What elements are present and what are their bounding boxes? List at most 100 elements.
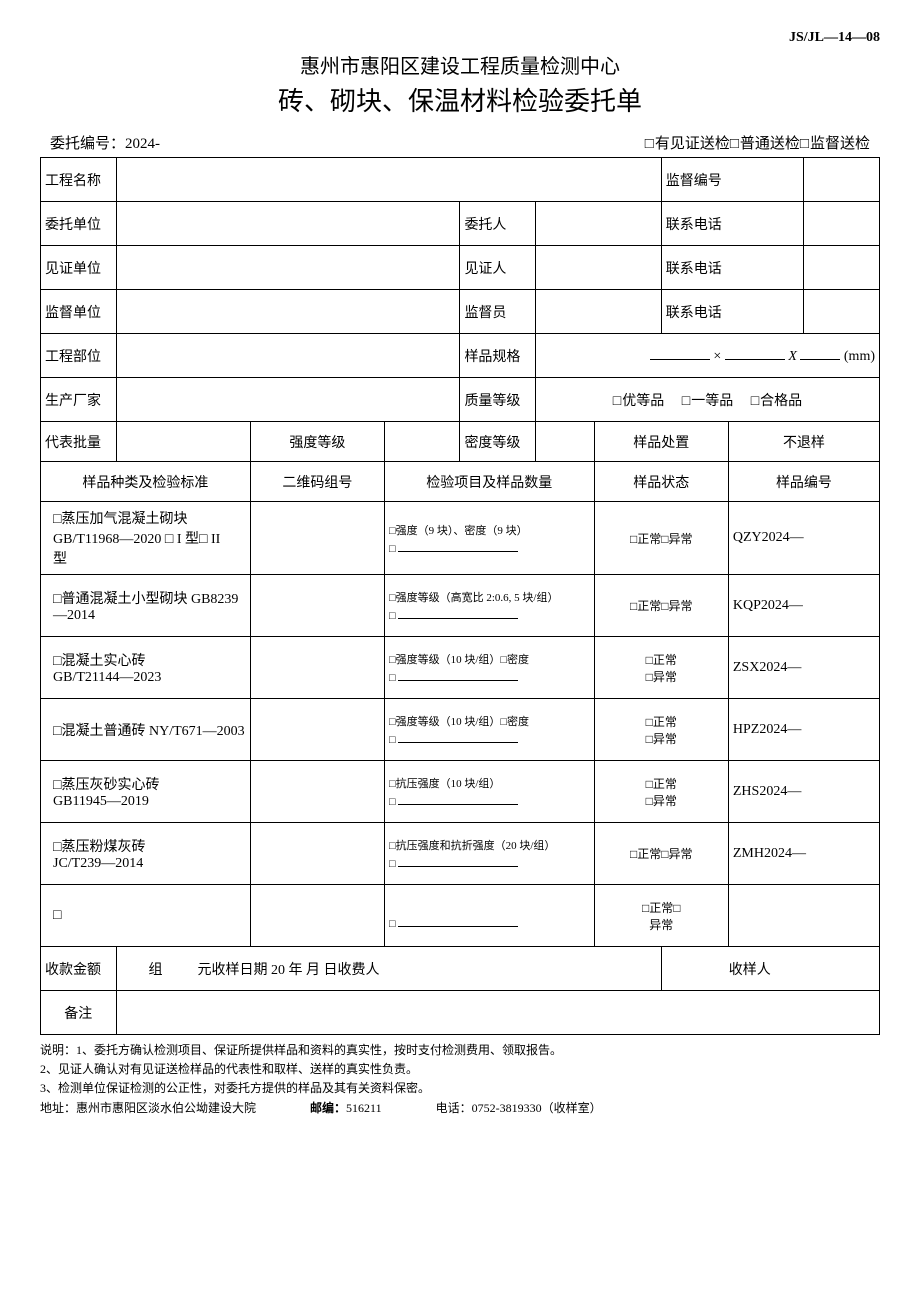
std-2[interactable]: □混凝土实心砖 GB/T21144—2023 xyxy=(41,637,251,699)
sample-row: □蒸压粉煤灰砖 JC/T239—2014 □抗压强度和抗折强度（20 块/组）□… xyxy=(41,823,880,885)
val-entrust-unit[interactable] xyxy=(116,202,460,246)
state-1[interactable]: □正常□异常 xyxy=(594,575,728,637)
std-3[interactable]: □混凝土普通砖 NY/T671—2003 xyxy=(41,699,251,761)
label-supervise-no: 监督编号 xyxy=(661,158,804,202)
no-empty[interactable] xyxy=(728,885,879,947)
header-title: 砖、砌块、保温材料检验委托单 xyxy=(40,81,880,118)
item-empty[interactable]: □ xyxy=(384,885,594,947)
qr-5[interactable] xyxy=(250,823,384,885)
val-sample-spec[interactable]: × X (mm) xyxy=(535,334,879,378)
std-empty[interactable]: □ xyxy=(41,885,251,947)
std-text-0: 蒸压加气混凝土砌块 GB/T11968—2020 □ I 型□ II 型 xyxy=(53,512,220,567)
item-4[interactable]: □抗压强度（10 块/组）□ xyxy=(384,761,594,823)
std-0[interactable]: □蒸压加气混凝土砌块 GB/T11968—2020 □ I 型□ II 型 xyxy=(41,502,251,575)
no-5: ZMH2024— xyxy=(728,823,879,885)
val-phone-1[interactable] xyxy=(804,202,880,246)
sample-row: □普通混凝土小型砌块 GB8239—2014 □强度等级（高宽比 2:0.6, … xyxy=(41,575,880,637)
grade-c[interactable]: 合格品 xyxy=(751,394,802,409)
std-text-4: 蒸压灰砂实心砖 GB11945—2019 xyxy=(53,778,159,809)
hdr-qr-group: 二维码组号 xyxy=(250,462,384,502)
val-entrustor[interactable] xyxy=(535,202,661,246)
label-witness: 见证人 xyxy=(460,246,536,290)
qr-2[interactable] xyxy=(250,637,384,699)
note-3: 3、检测单位保证检测的公正性，对委托方提供的样品及其有关资料保密。 xyxy=(40,1079,880,1098)
val-density-grade[interactable] xyxy=(535,422,594,462)
hdr-sample-no: 样品编号 xyxy=(728,462,879,502)
qr-empty[interactable] xyxy=(250,885,384,947)
hdr-sample-state: 样品状态 xyxy=(594,462,728,502)
item-5[interactable]: □抗压强度和抗折强度（20 块/组）□ xyxy=(384,823,594,885)
grade-a[interactable]: 优等品 xyxy=(613,394,664,409)
std-text-2: 混凝土实心砖 GB/T21144—2023 xyxy=(53,654,161,685)
val-supervise-unit[interactable] xyxy=(116,290,460,334)
send-modes: 有见证送检普通送检监督送检 xyxy=(645,132,870,153)
sample-row: □蒸压灰砂实心砖 GB11945—2019 □抗压强度（10 块/组）□ □正常… xyxy=(41,761,880,823)
label-density-grade: 密度等级 xyxy=(460,422,536,462)
sampler-cell[interactable]: 收样人 xyxy=(661,947,879,991)
val-quality-grade[interactable]: 优等品 一等品 合格品 xyxy=(535,378,879,422)
mode-witness[interactable]: 有见证送检 xyxy=(645,136,730,152)
grade-b[interactable]: 一等品 xyxy=(682,394,733,409)
state-0[interactable]: □正常□异常 xyxy=(594,502,728,575)
state-2[interactable]: □正常 □异常 xyxy=(594,637,728,699)
notes: 说明：1、委托方确认检测项目、保证所提供样品和资料的真实性，按时支付检测费用、领… xyxy=(40,1041,880,1118)
no-2: ZSX2024— xyxy=(728,637,879,699)
label-sample-dispose: 样品处置 xyxy=(594,422,728,462)
note-1: 说明：1、委托方确认检测项目、保证所提供样品和资料的真实性，按时支付检测费用、领… xyxy=(40,1041,880,1060)
label-sample-spec: 样品规格 xyxy=(460,334,536,378)
sample-row: □混凝土普通砖 NY/T671—2003 □强度等级（10 块/组）□密度□ □… xyxy=(41,699,880,761)
item-1[interactable]: □强度等级（高宽比 2:0.6, 5 块/组）□ xyxy=(384,575,594,637)
val-supervise-no[interactable] xyxy=(804,158,880,202)
val-batch[interactable] xyxy=(116,422,250,462)
std-5[interactable]: □蒸压粉煤灰砖 JC/T239—2014 xyxy=(41,823,251,885)
entrust-no-value: 2024- xyxy=(125,136,160,152)
label-batch: 代表批量 xyxy=(41,422,117,462)
no-3: HPZ2024— xyxy=(728,699,879,761)
qr-1[interactable] xyxy=(250,575,384,637)
mode-supervise[interactable]: 监督送检 xyxy=(800,136,870,152)
qr-4[interactable] xyxy=(250,761,384,823)
val-phone-2[interactable] xyxy=(804,246,880,290)
std-4[interactable]: □蒸压灰砂实心砖 GB11945—2019 xyxy=(41,761,251,823)
item-2[interactable]: □强度等级（10 块/组）□密度□ xyxy=(384,637,594,699)
val-project-name[interactable] xyxy=(116,158,661,202)
label-supervisor: 监督员 xyxy=(460,290,536,334)
label-fee: 收款金额 xyxy=(41,947,117,991)
label-phone-1: 联系电话 xyxy=(661,202,804,246)
doc-code: JS/JL—14—08 xyxy=(40,30,880,46)
std-1[interactable]: □普通混凝土小型砌块 GB8239—2014 xyxy=(41,575,251,637)
val-witness[interactable] xyxy=(535,246,661,290)
spec-unit: (mm) xyxy=(844,349,875,364)
no-4: ZHS2024— xyxy=(728,761,879,823)
val-supervisor[interactable] xyxy=(535,290,661,334)
label-phone-3: 联系电话 xyxy=(661,290,804,334)
main-table: 工程名称 监督编号 委托单位 委托人 联系电话 见证单位 见证人 联系电话 监督… xyxy=(40,157,880,1035)
val-manufacturer[interactable] xyxy=(116,378,460,422)
state-5[interactable]: □正常□异常 xyxy=(594,823,728,885)
sample-row: □蒸压加气混凝土砌块 GB/T11968—2020 □ I 型□ II 型 □强… xyxy=(41,502,880,575)
std-text-1: 普通混凝土小型砌块 GB8239—2014 xyxy=(53,592,238,623)
mode-normal[interactable]: 普通送检 xyxy=(730,136,800,152)
val-phone-3[interactable] xyxy=(804,290,880,334)
state-4[interactable]: □正常 □异常 xyxy=(594,761,728,823)
no-1: KQP2024— xyxy=(728,575,879,637)
item-0[interactable]: □强度（9 块）、密度（9 块）□ xyxy=(384,502,594,575)
label-project-name: 工程名称 xyxy=(41,158,117,202)
val-strength-grade[interactable] xyxy=(384,422,460,462)
label-phone-2: 联系电话 xyxy=(661,246,804,290)
entrust-no-label: 委托编号： xyxy=(50,136,125,152)
state-empty[interactable]: □正常□异常 xyxy=(594,885,728,947)
note-contact: 地址：惠州市惠阳区淡水伯公坳建设大院 邮编：516211 电话：0752-381… xyxy=(40,1099,880,1118)
val-witness-unit[interactable] xyxy=(116,246,460,290)
fee-line[interactable]: 组 元收样日期 20 年 月 日收费人 xyxy=(116,947,661,991)
val-project-part[interactable] xyxy=(116,334,460,378)
item-3[interactable]: □强度等级（10 块/组）□密度□ xyxy=(384,699,594,761)
qr-0[interactable] xyxy=(250,502,384,575)
val-remark[interactable] xyxy=(116,991,880,1035)
hdr-test-item-qty: 检验项目及样品数量 xyxy=(384,462,594,502)
label-manufacturer: 生产厂家 xyxy=(41,378,117,422)
state-3[interactable]: □正常 □异常 xyxy=(594,699,728,761)
label-quality-grade: 质量等级 xyxy=(460,378,536,422)
qr-3[interactable] xyxy=(250,699,384,761)
hdr-sample-type-std: 样品种类及检验标准 xyxy=(41,462,251,502)
